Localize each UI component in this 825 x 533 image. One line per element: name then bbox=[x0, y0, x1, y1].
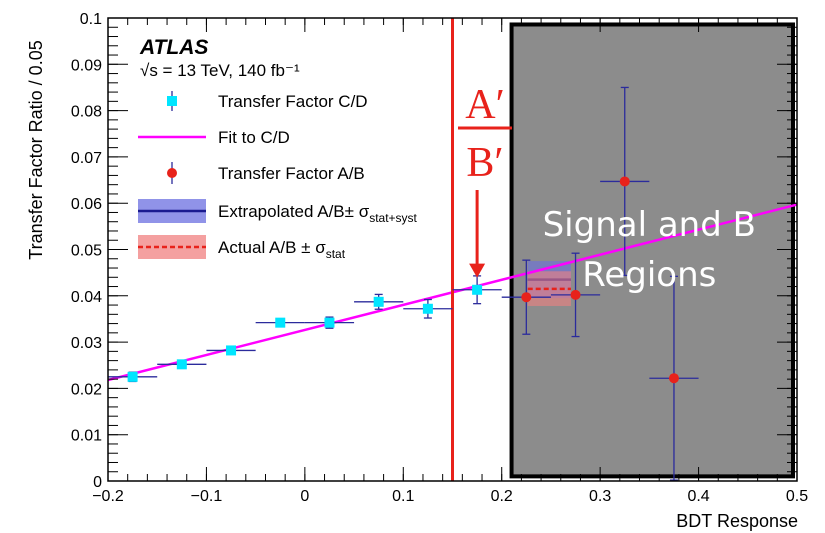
x-tick-label: 0.5 bbox=[786, 488, 808, 505]
legend-ab-marker bbox=[167, 168, 177, 178]
square-marker bbox=[275, 317, 286, 328]
circle-marker bbox=[521, 292, 532, 303]
x-tick-label: 0.3 bbox=[589, 488, 611, 505]
x-tick-label: 0 bbox=[300, 488, 309, 505]
y-tick-label: 0.01 bbox=[71, 428, 102, 445]
legend-fit-label: Fit to C/D bbox=[218, 128, 290, 147]
legend-band-label: Extrapolated A/B± σstat+syst bbox=[218, 202, 418, 225]
square-marker bbox=[324, 317, 335, 328]
y-tick-label: 0 bbox=[93, 474, 102, 491]
ab-point bbox=[649, 275, 699, 481]
square-marker bbox=[176, 359, 187, 370]
signal-region-box bbox=[509, 22, 795, 479]
square-marker bbox=[472, 284, 483, 295]
cd-point bbox=[108, 371, 158, 383]
x-tick-label: −0.2 bbox=[92, 488, 124, 505]
cd-point bbox=[255, 317, 305, 328]
cd-point bbox=[304, 316, 355, 329]
square-marker bbox=[226, 345, 237, 356]
y-tick-label: 0.08 bbox=[71, 104, 102, 121]
x-tick-label: 0.4 bbox=[687, 488, 709, 505]
y-tick-label: 0.03 bbox=[71, 335, 102, 352]
circle-marker bbox=[570, 289, 581, 300]
y-tick-label: 0.1 bbox=[80, 11, 102, 28]
cd-point bbox=[354, 293, 404, 310]
signal-region-label: Signal and B bbox=[543, 205, 756, 245]
fraction-numerator: A′ bbox=[465, 82, 505, 128]
y-tick-label: 0.06 bbox=[71, 196, 102, 213]
y-tick-label: 0.07 bbox=[71, 150, 102, 167]
x-tick-label: −0.1 bbox=[191, 488, 223, 505]
legend-cd-label: Transfer Factor C/D bbox=[218, 92, 368, 111]
fraction-denominator: B′ bbox=[466, 140, 503, 186]
x-axis-title: BDT Response bbox=[676, 511, 798, 531]
signal-region-label: Regions bbox=[582, 255, 716, 295]
legend-band-label: Actual A/B ± σstat bbox=[218, 238, 346, 261]
y-tick-label: 0.09 bbox=[71, 57, 102, 74]
circle-marker bbox=[668, 373, 679, 384]
ab-point bbox=[550, 252, 601, 338]
y-tick-label: 0.04 bbox=[71, 289, 102, 306]
y-axis-title: Transfer Factor Ratio / 0.05 bbox=[26, 40, 46, 259]
square-marker bbox=[373, 296, 384, 307]
cd-point bbox=[206, 345, 256, 356]
energy-label: √s = 13 TeV, 140 fb⁻¹ bbox=[140, 61, 300, 80]
circle-marker bbox=[619, 176, 630, 187]
atlas-label: ATLAS bbox=[139, 36, 208, 59]
legend-ab-label: Transfer Factor A/B bbox=[218, 164, 365, 183]
ab-point bbox=[600, 86, 650, 277]
ab-point bbox=[501, 259, 551, 335]
y-tick-label: 0.02 bbox=[71, 381, 102, 398]
y-tick-label: 0.05 bbox=[71, 243, 102, 260]
legend-cd-marker bbox=[167, 96, 177, 106]
square-marker bbox=[422, 303, 433, 314]
cd-point bbox=[157, 359, 207, 370]
x-tick-label: 0.1 bbox=[392, 488, 414, 505]
cd-point bbox=[403, 298, 453, 319]
square-marker bbox=[127, 371, 138, 382]
x-tick-label: 0.2 bbox=[491, 488, 513, 505]
arrow-head bbox=[469, 263, 486, 278]
cd-point bbox=[452, 275, 502, 305]
